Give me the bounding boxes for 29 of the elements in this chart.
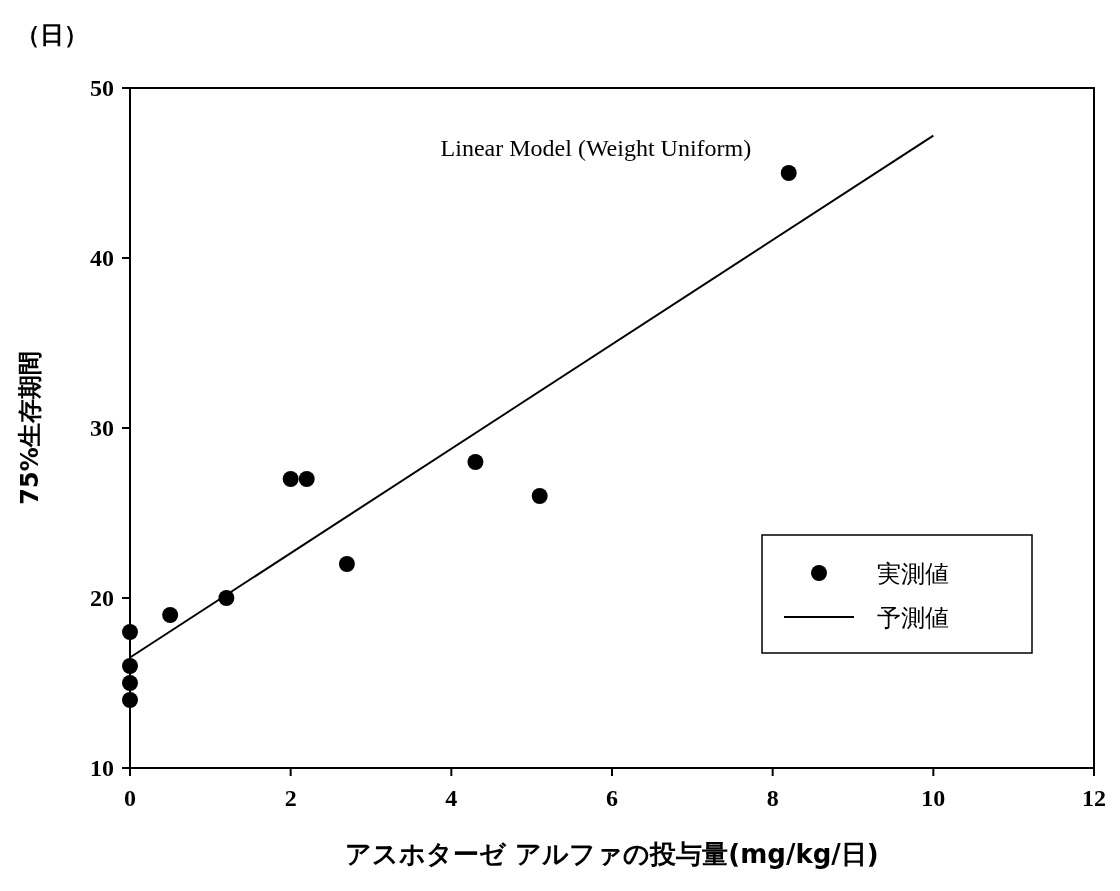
point: [298, 471, 315, 487]
x-tick-label: 10: [921, 785, 946, 811]
point: [780, 165, 797, 181]
legend-label: 予測値: [877, 604, 949, 632]
point: [338, 556, 355, 572]
text: Linear Model (Weight Uniform): [440, 135, 752, 161]
x-tick-label: 12: [1082, 785, 1106, 811]
y-tick-label: 10: [90, 755, 114, 781]
x-tick-label: 0: [124, 785, 136, 811]
legend-label: 実測値: [877, 560, 949, 588]
point: [122, 624, 138, 640]
point: [122, 692, 138, 708]
point: [122, 658, 138, 674]
point: [467, 454, 484, 470]
point: [282, 471, 299, 487]
y-axis-title: 75%生存期間: [16, 351, 44, 505]
y-tick-label: 50: [90, 75, 114, 101]
point: [531, 488, 548, 504]
y-tick-label: 40: [90, 245, 114, 271]
point: [162, 607, 179, 623]
y-tick-label: 20: [90, 585, 114, 611]
y-tick-label: 30: [90, 415, 114, 441]
x-tick-label: 8: [766, 785, 779, 811]
point: [122, 675, 138, 691]
x-tick-label: 2: [284, 785, 297, 811]
x-axis-title: アスホターゼ アルファの投与量(mg/kg/日): [345, 839, 879, 869]
text: （日）: [16, 21, 88, 49]
x-tick-label: 4: [445, 785, 458, 811]
x-tick-label: 6: [606, 785, 618, 811]
